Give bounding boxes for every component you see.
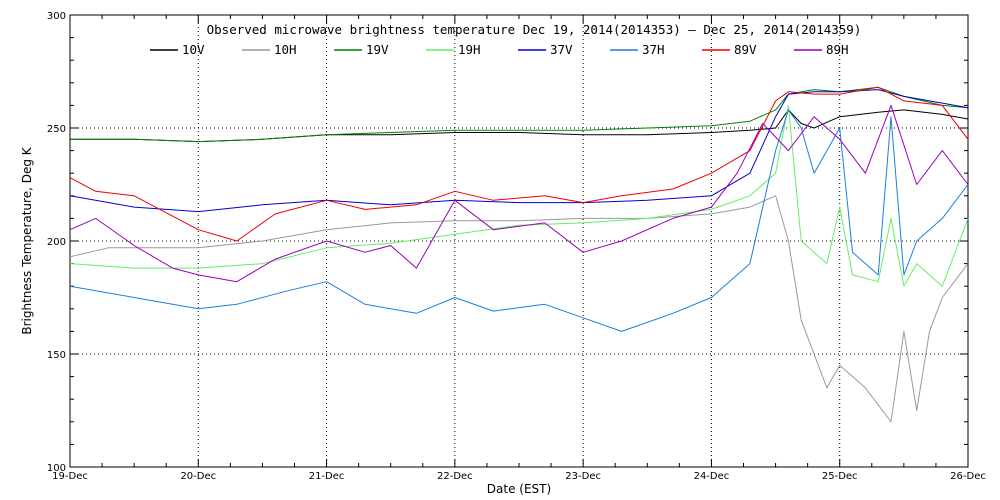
- y-tick-label: 200: [47, 237, 66, 248]
- x-axis-label: Date (EST): [487, 482, 551, 496]
- x-tick-labels: 19-Dec 20-Dec 21-Dec 22-Dec 23-Dec 24-Dec 25-D…: [52, 471, 986, 482]
- y-tick-label: 250: [47, 124, 66, 135]
- x-tick-label: 24-Dec: [694, 471, 730, 482]
- legend-label-89h: 89H: [826, 42, 849, 57]
- chart-title: Observed microwave brightness temperatur…: [207, 22, 862, 37]
- x-tick-label: 21-Dec: [309, 471, 345, 482]
- y-tick-label: 100: [47, 463, 66, 474]
- legend-label-89v: 89V: [734, 42, 757, 57]
- x-tick-label: 20-Dec: [180, 471, 216, 482]
- legend-label-10h: 10H: [274, 42, 297, 57]
- grid: [70, 15, 968, 467]
- y-tick-label: 300: [47, 11, 66, 22]
- series-line-89h: [69, 104, 969, 283]
- x-tick-label: 23-Dec: [565, 471, 601, 482]
- x-tick-label: 19-Dec: [52, 471, 88, 482]
- series-line-37h: [69, 109, 969, 332]
- series-line-89v: [69, 86, 969, 242]
- x-tick-label: 26-Dec: [950, 471, 986, 482]
- series-group: [69, 86, 969, 423]
- legend-label-37v: 37V: [550, 42, 573, 57]
- y-axis-label: Brightness Temperature, Deg K: [20, 146, 34, 334]
- legend-label-10v: 10V: [182, 42, 205, 57]
- y-tick-labels: 100 150 200 250 300: [47, 11, 66, 474]
- series-line-10v: [70, 109, 969, 143]
- legend: 10V 10H 19V 19H 37V 37H 89V 89H: [150, 42, 849, 57]
- legend-label-19h: 19H: [458, 42, 481, 57]
- legend-label-19v: 19V: [366, 42, 389, 57]
- legend-label-37h: 37H: [642, 42, 665, 57]
- tick-marks: [69, 14, 969, 468]
- series-line-10h: [69, 195, 969, 423]
- series-line-19h: [69, 104, 969, 287]
- x-tick-label: 22-Dec: [437, 471, 473, 482]
- y-tick-label: 150: [47, 350, 66, 361]
- x-tick-label: 25-Dec: [822, 471, 858, 482]
- series-line-37v: [69, 89, 969, 213]
